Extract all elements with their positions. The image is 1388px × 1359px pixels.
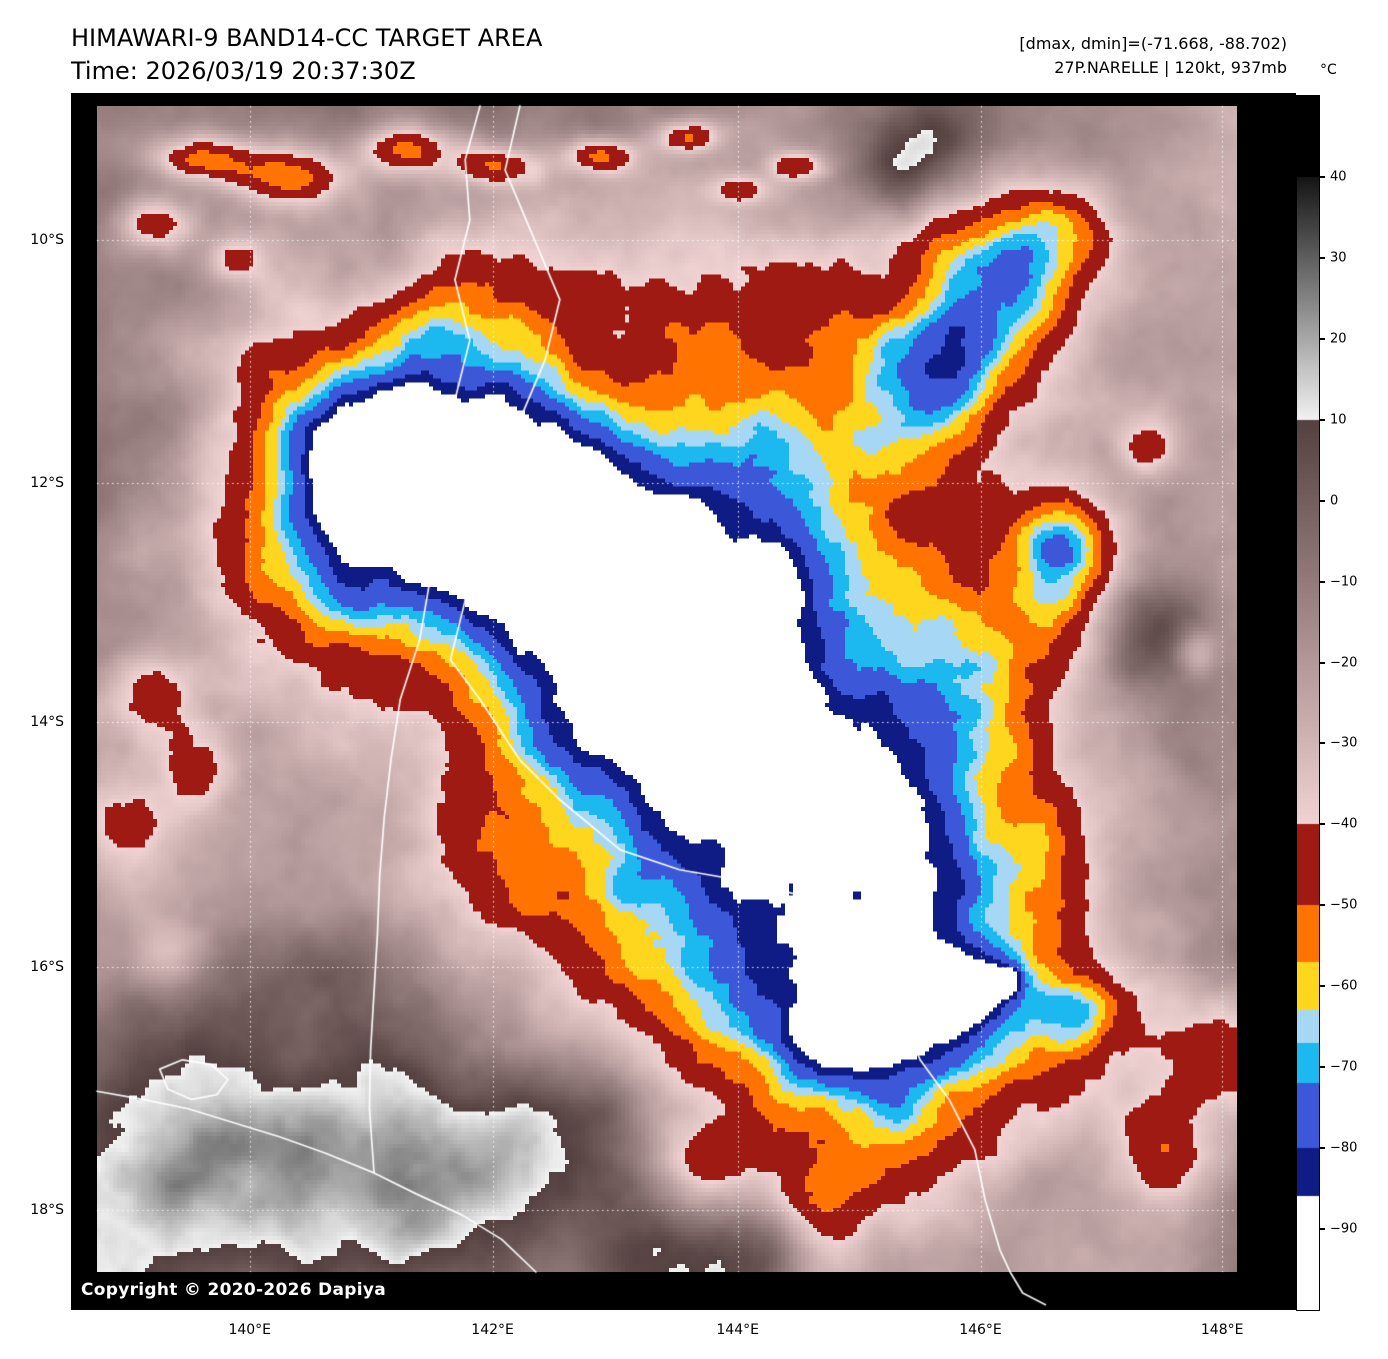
colorbar-tick-label: 0 (1330, 493, 1339, 509)
colorbar-tick-mark (1319, 742, 1325, 745)
lon-tick-label: 146°E (959, 1322, 1002, 1338)
colorbar-tick-mark (1319, 175, 1325, 178)
temperature-colorbar (1296, 95, 1320, 1311)
storm-info: 27P.NARELLE | 120kt, 937mb (1054, 58, 1287, 77)
colorbar-tick-label: −80 (1330, 1140, 1358, 1156)
colorbar-tick-label: −70 (1330, 1059, 1358, 1075)
colorbar-tick-mark (1319, 823, 1325, 826)
lat-tick-label: 16°S (30, 958, 64, 975)
lon-tick-label: 144°E (716, 1322, 759, 1338)
lon-tick-label: 140°E (228, 1322, 272, 1338)
colorbar-unit-label: °C (1320, 62, 1337, 78)
copyright-text: Copyright © 2020-2026 Dapiya (81, 1280, 386, 1300)
colorbar-tick-label: −30 (1330, 735, 1358, 751)
colorbar-tick-label: −60 (1330, 978, 1358, 994)
colorbar-tick-mark (1319, 1066, 1325, 1069)
colorbar-tick-mark (1319, 256, 1325, 259)
title-block: HIMAWARI-9 BAND14-CC TARGET AREA Time: 2… (71, 22, 542, 88)
colorbar-tick-label: 20 (1330, 331, 1347, 347)
info-block: [dmax, dmin]=(-71.668, -88.702) 27P.NARE… (1019, 32, 1287, 80)
colorbar-tick-label: −10 (1330, 574, 1358, 590)
lat-tick-label: 18°S (30, 1202, 64, 1219)
lon-tick-label: 148°E (1200, 1322, 1244, 1338)
colorbar-tick-label: −40 (1330, 816, 1358, 832)
image-timestamp: Time: 2026/03/19 20:37:30Z (71, 57, 416, 85)
colorbar-tick-mark (1319, 1147, 1325, 1150)
colorbar-tick-label: 30 (1330, 250, 1347, 266)
colorbar-tick-mark (1319, 337, 1325, 340)
lat-tick-label: 14°S (30, 713, 64, 730)
colorbar-tick-mark (1319, 985, 1325, 988)
gridlines-coastlines-overlay (71, 93, 1296, 1310)
lat-tick-label: 12°S (30, 474, 64, 491)
dmax-dmin-readout: [dmax, dmin]=(-71.668, -88.702) (1019, 34, 1287, 53)
colorbar-tick-mark (1319, 904, 1325, 907)
colorbar-tick-mark (1319, 661, 1325, 664)
colorbar-tick-label: 10 (1330, 412, 1347, 428)
lat-tick-label: 10°S (30, 232, 64, 249)
colorbar-tick-label: −90 (1330, 1221, 1358, 1237)
colorbar-tick-mark (1319, 499, 1325, 502)
lon-tick-label: 142°E (471, 1322, 514, 1338)
colorbar-tick-label: −50 (1330, 897, 1358, 913)
page-title: HIMAWARI-9 BAND14-CC TARGET AREA (71, 24, 543, 52)
map-frame: Copyright © 2020-2026 Dapiya (71, 93, 1296, 1310)
colorbar-tick-label: −20 (1330, 655, 1358, 671)
colorbar-tick-mark (1319, 1228, 1325, 1231)
colorbar-tick-mark (1319, 580, 1325, 583)
colorbar-tick-mark (1319, 418, 1325, 421)
colorbar-tick-label: 40 (1330, 169, 1347, 185)
